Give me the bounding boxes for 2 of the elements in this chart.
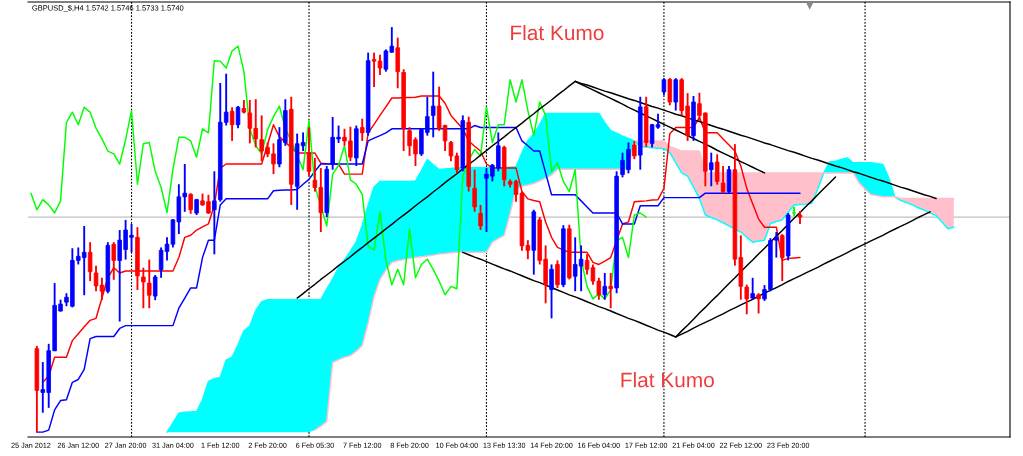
- annotation: Flat Kumo: [621, 372, 714, 388]
- annotation: Flat Kumo: [511, 24, 604, 41]
